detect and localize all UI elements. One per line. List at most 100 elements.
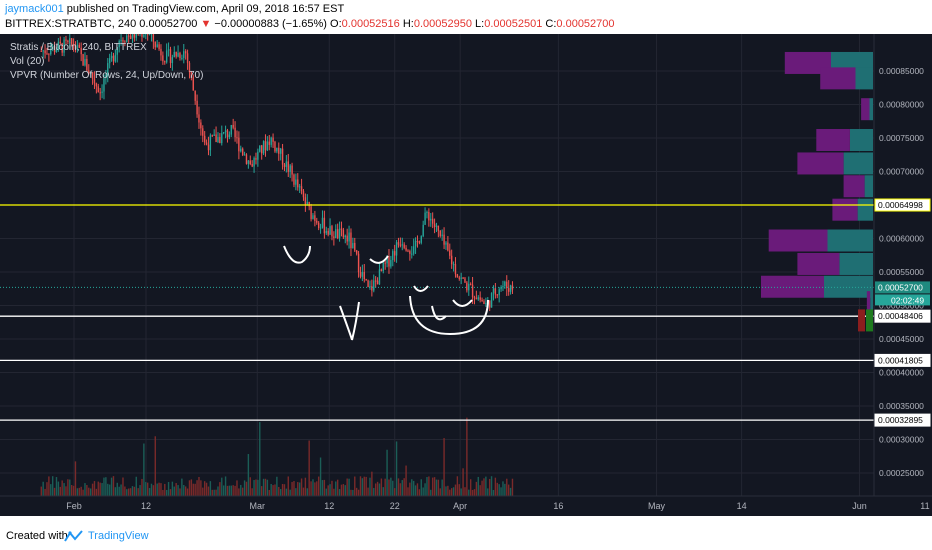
volume-bar [300, 478, 303, 496]
volume-bar [449, 489, 451, 496]
candle-body [95, 83, 98, 87]
vpvr-down-bar [797, 152, 844, 175]
candle-body [44, 50, 46, 54]
volume-bar [198, 476, 200, 496]
candle-body [316, 220, 318, 223]
volume-bars [40, 417, 514, 496]
candle-body [40, 50, 42, 52]
volume-bar [99, 482, 101, 496]
candle-body [63, 39, 65, 53]
volume-bar [487, 488, 489, 496]
candle-body [82, 54, 84, 66]
volume-bar [190, 479, 193, 496]
horizontal-lines[interactable] [0, 204, 874, 421]
volume-bar [110, 477, 113, 496]
volume-bar [177, 485, 179, 496]
volume-bar [494, 477, 497, 496]
volume-bar [283, 484, 286, 496]
candle-body [340, 228, 343, 230]
candle-body [297, 179, 299, 188]
author-link[interactable]: jaymack001 [5, 3, 64, 15]
volume-bar [298, 482, 301, 496]
volume-bar [361, 478, 364, 496]
candle-body [67, 40, 69, 42]
candle-body [46, 53, 48, 55]
candle-body [409, 251, 411, 254]
candle-body [291, 165, 293, 175]
volume-bar [205, 482, 208, 496]
volume-bar [139, 485, 141, 496]
volume-bar [500, 487, 502, 496]
volume-bar [89, 488, 92, 496]
volume-bar [382, 487, 384, 496]
candle-body [481, 299, 483, 302]
vpvr-up-bar [869, 98, 873, 121]
candle-body [255, 157, 257, 160]
time-axis[interactable]: Feb 12 Mar 12 22 Apr 16 May 14 Jun 11 [0, 495, 932, 516]
volume-bar [70, 484, 73, 496]
volume-bar [224, 476, 227, 496]
candle-body [276, 147, 278, 152]
candle-body [414, 241, 417, 247]
volume-bar [384, 478, 386, 496]
candle-body [464, 278, 466, 283]
candle-body [430, 218, 432, 221]
volume-bar [213, 489, 215, 496]
close-value: 0.00052700 [556, 18, 615, 30]
volume-bar [397, 478, 400, 496]
vpvr-down-bar [866, 291, 871, 314]
candle-body [369, 286, 371, 288]
candle-body [209, 135, 212, 151]
price-axis[interactable]: 0.00025000 0.00030000 0.00035000 0.00040000… [858, 34, 932, 516]
drawing-small-curve-2 [431, 305, 447, 321]
volume-bar [492, 489, 495, 496]
volume-bar [148, 488, 151, 496]
candle-body [51, 46, 54, 50]
chart-plot-area[interactable]: 0.00025000 0.00030000 0.00035000 0.00040000… [0, 19, 932, 516]
volume-bar [150, 483, 153, 496]
volume-bar [101, 483, 103, 496]
candle-body [395, 242, 398, 256]
volume-bar [390, 477, 392, 496]
volume-bar [393, 488, 396, 496]
last-price-header: 0.00052700 [139, 18, 198, 30]
candle-body [437, 225, 440, 231]
candle-body [310, 206, 312, 220]
candle-body [509, 285, 512, 292]
volume-bar [388, 479, 390, 496]
countdown-label: 02:02:49 [891, 295, 924, 305]
candle-body [374, 280, 377, 282]
time-tick-label: 14 [737, 501, 747, 511]
candle-body [308, 201, 310, 207]
candle-body [352, 243, 354, 249]
volume-bar [373, 487, 375, 496]
volume-bar [228, 485, 231, 496]
volume-bar [507, 484, 510, 496]
price-tick-label: 0.00045000 [879, 334, 924, 344]
candle-body [390, 260, 392, 267]
price-tick-label: 0.00075000 [879, 133, 924, 143]
volume-bar [411, 479, 413, 496]
candle-body [405, 247, 407, 251]
volume-bar [506, 478, 508, 496]
low-label: L: [475, 18, 485, 30]
tradingview-brand-link[interactable]: TradingView [88, 530, 149, 542]
volume-bar [452, 487, 455, 496]
volume-bar [44, 488, 46, 496]
candle-body [272, 137, 274, 142]
candle-body [118, 40, 120, 48]
published-text: published on TradingView.com, April 09, … [66, 3, 345, 15]
candle-body [479, 297, 481, 300]
time-tick-label: 12 [141, 501, 151, 511]
symbol-label: BITTREX:STRATBTC, 240 [5, 18, 137, 30]
volume-bar [352, 489, 354, 496]
horizontal-line-label: 0.00064998 [878, 200, 923, 210]
price-chart[interactable]: 0.00025000 0.00030000 0.00035000 0.00040000… [0, 19, 932, 516]
volume-bar [325, 488, 327, 496]
volume-bar [118, 486, 120, 496]
candle-body [57, 41, 60, 50]
candle-body [371, 286, 373, 291]
volume-bar [65, 486, 67, 496]
candle-body [287, 161, 289, 172]
volume-bar [103, 477, 105, 496]
